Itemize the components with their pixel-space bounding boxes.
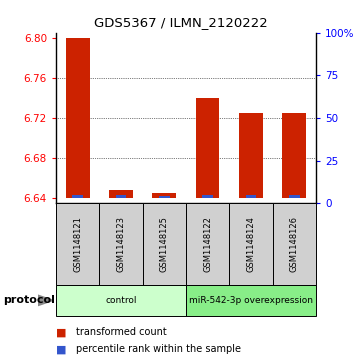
Text: GSM1148123: GSM1148123 xyxy=(117,216,125,272)
Bar xyxy=(186,285,316,316)
Bar xyxy=(282,113,306,198)
Bar xyxy=(159,196,170,198)
Text: ■: ■ xyxy=(56,344,66,354)
Text: GSM1148124: GSM1148124 xyxy=(247,216,255,272)
Text: GSM1148121: GSM1148121 xyxy=(73,216,82,272)
Text: GSM1148126: GSM1148126 xyxy=(290,216,299,272)
Text: protocol: protocol xyxy=(4,295,56,305)
Bar xyxy=(196,98,219,198)
Bar xyxy=(152,193,176,198)
Bar xyxy=(143,203,186,285)
Bar xyxy=(116,195,126,198)
Bar xyxy=(56,203,99,285)
Bar xyxy=(186,203,229,285)
Text: percentile rank within the sample: percentile rank within the sample xyxy=(76,344,241,354)
Text: GSM1148122: GSM1148122 xyxy=(203,216,212,272)
Bar xyxy=(202,195,213,198)
Text: ■: ■ xyxy=(56,327,66,337)
Text: miR-542-3p overexpression: miR-542-3p overexpression xyxy=(189,296,313,305)
Bar xyxy=(273,203,316,285)
Text: GDS5367 / ILMN_2120222: GDS5367 / ILMN_2120222 xyxy=(93,16,268,29)
Bar xyxy=(99,203,143,285)
Bar xyxy=(109,190,133,198)
Text: transformed count: transformed count xyxy=(76,327,166,337)
Bar xyxy=(229,203,273,285)
Bar xyxy=(245,195,256,198)
Text: control: control xyxy=(105,296,137,305)
Bar xyxy=(289,195,300,198)
Bar xyxy=(56,285,186,316)
Polygon shape xyxy=(38,295,53,306)
Bar xyxy=(66,38,90,198)
Text: GSM1148125: GSM1148125 xyxy=(160,216,169,272)
Bar xyxy=(239,113,263,198)
Bar xyxy=(72,195,83,198)
